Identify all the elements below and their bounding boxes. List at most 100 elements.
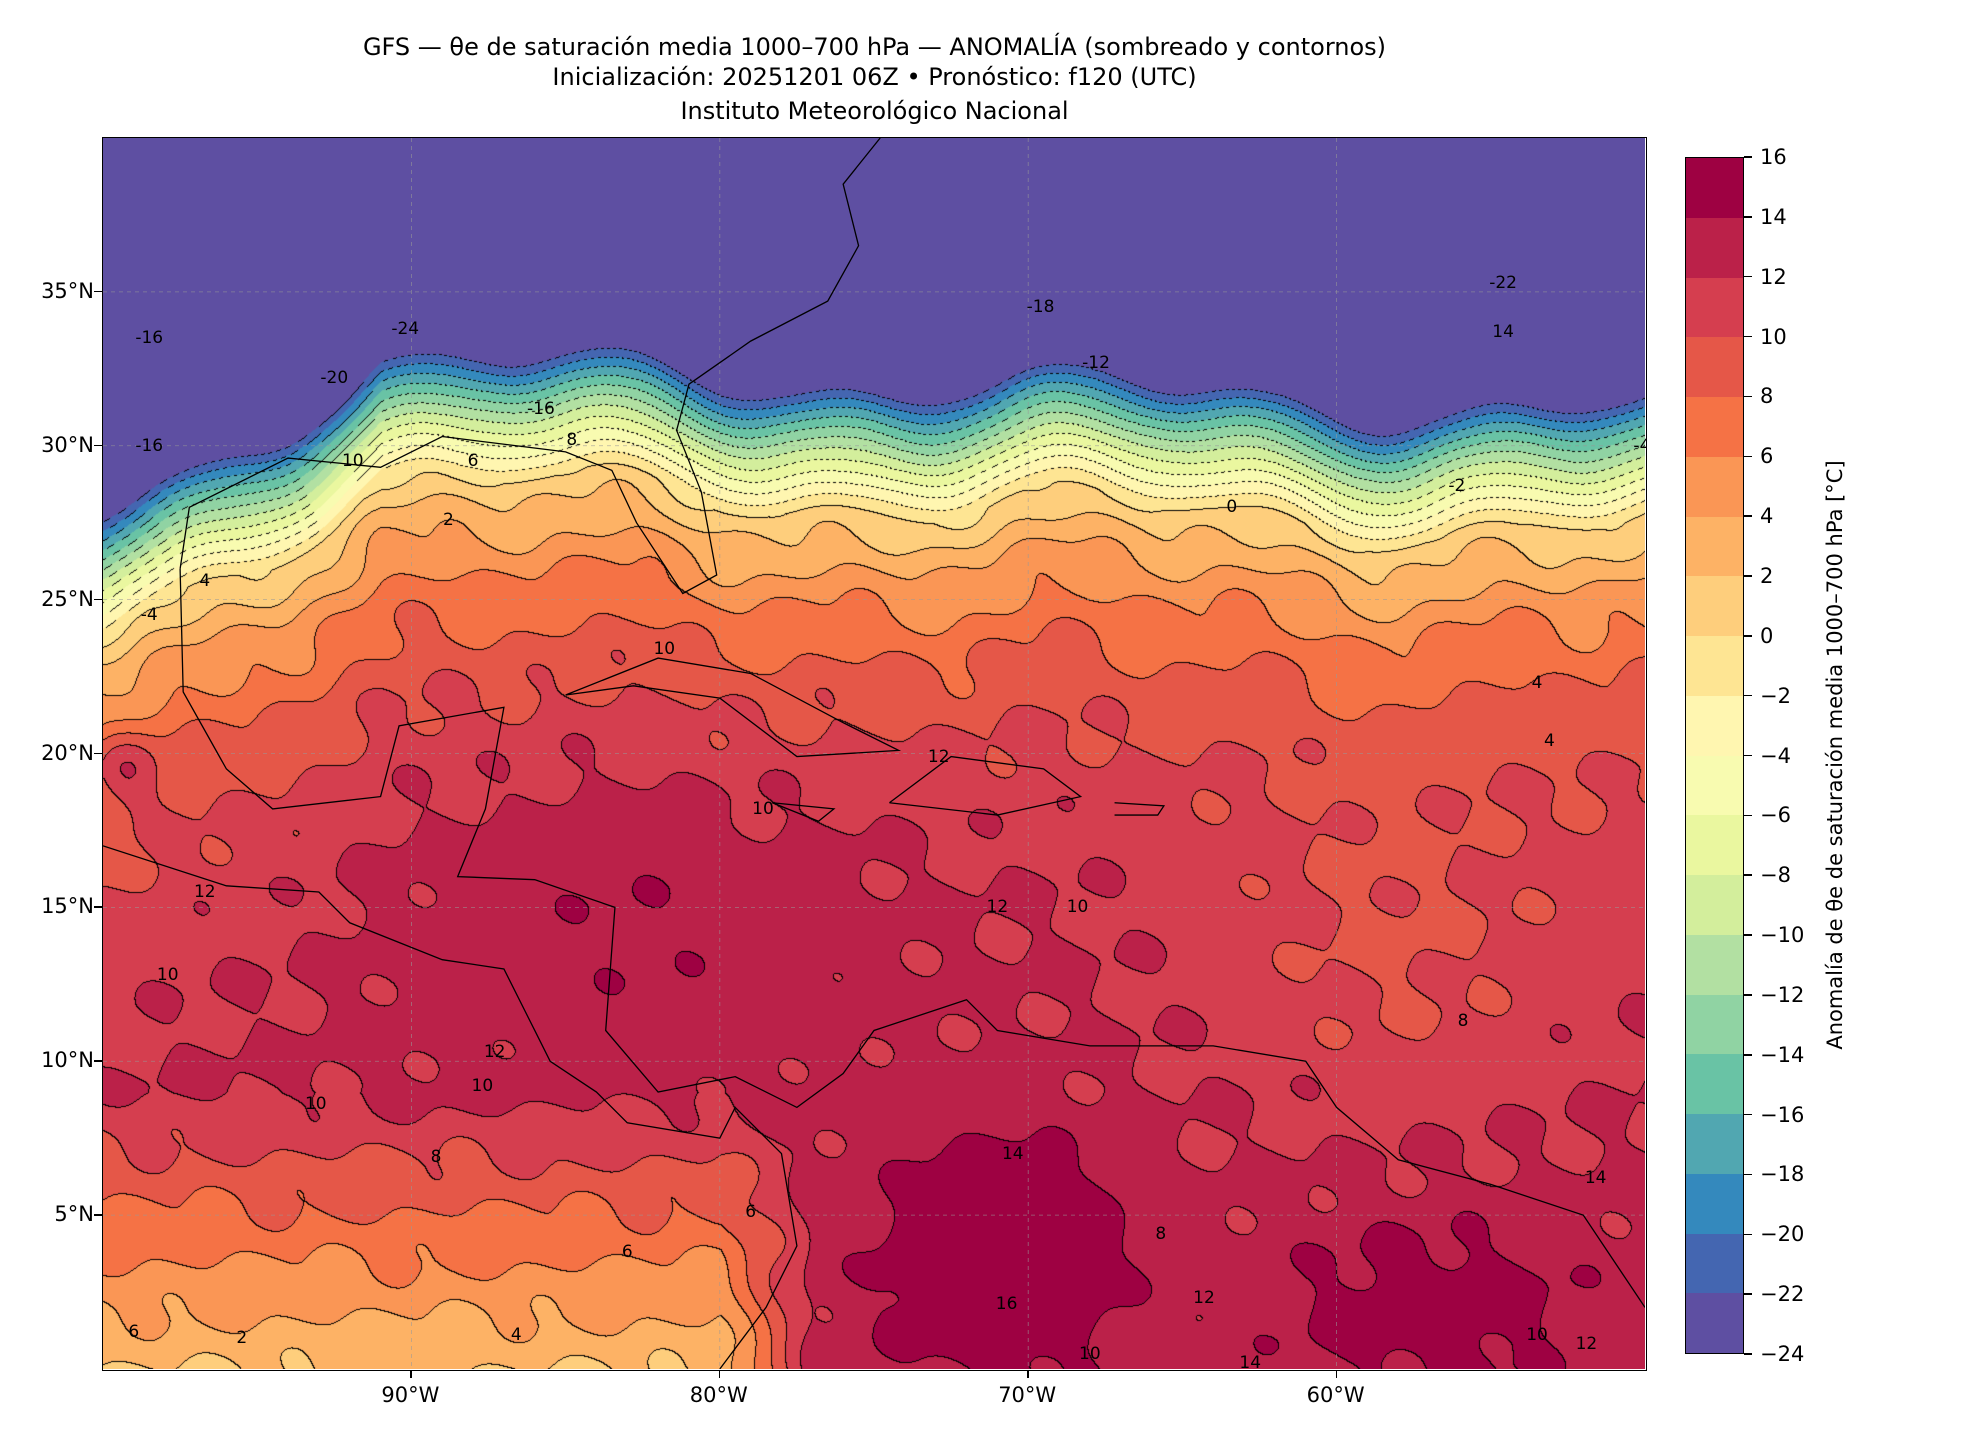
colorbar-tick-label: 6 — [1760, 444, 1774, 469]
contour-label: -18 — [1026, 297, 1055, 318]
lon-tick-label: 70°W — [998, 1383, 1057, 1407]
colorbar-segment — [1686, 1173, 1743, 1234]
lat-tick-label: 10°N — [41, 1048, 94, 1073]
coastline — [889, 755, 1083, 816]
lon-tick-label: 60°W — [1306, 1383, 1365, 1407]
colorbar-segment — [1686, 217, 1743, 278]
colorbar-tick — [1744, 874, 1752, 876]
colorbar-tick-label: −22 — [1760, 1282, 1805, 1307]
colorbar-tick-label: −8 — [1760, 863, 1791, 888]
lon-tick-mark — [1027, 1370, 1029, 1378]
contour-label: 6 — [745, 1202, 757, 1223]
colorbar-segment — [1686, 636, 1743, 696]
colorbar-tick-label: 4 — [1760, 504, 1774, 529]
contour-label: 12 — [193, 881, 216, 902]
colorbar-segment — [1686, 576, 1743, 636]
colorbar-tick — [1744, 156, 1752, 158]
lat-tick-mark — [94, 1060, 102, 1062]
chart-title: GFS — θe de saturación media 1000–700 hP… — [362, 33, 1387, 61]
contour-label: 4 — [1543, 731, 1555, 752]
contour-label: -4 — [140, 605, 158, 625]
colorbar-tick-label: −24 — [1760, 1342, 1805, 1366]
contour-label: 8 — [1457, 1011, 1469, 1032]
colorbar-tick — [1744, 1353, 1752, 1355]
colorbar-segment — [1686, 456, 1743, 517]
contour-label: 12 — [927, 746, 950, 767]
lat-tick-mark — [94, 290, 102, 293]
lat-tick-label: 25°N — [41, 586, 94, 611]
lat-tick-mark — [94, 1214, 102, 1216]
colorbar-tick — [1744, 994, 1752, 996]
colorbar-segment — [1686, 934, 1743, 995]
contour-label: 14 — [1001, 1143, 1024, 1164]
contour-label: 12 — [986, 897, 1009, 918]
coastline — [565, 657, 902, 758]
colorbar-tick — [1744, 515, 1752, 517]
contour-label: 6 — [621, 1242, 633, 1263]
colorbar-tick-label: −2 — [1760, 683, 1791, 708]
contour-label: -16 — [135, 328, 164, 349]
contour-label: 10 — [1079, 1343, 1101, 1364]
contour-label: 12 — [1193, 1288, 1215, 1309]
colorbar-tick — [1744, 1054, 1752, 1056]
lon-tick-label: 90°W — [381, 1383, 440, 1407]
contour-label: 0 — [1226, 497, 1238, 518]
contour-label: 10 — [341, 451, 364, 472]
contour-label: 10 — [471, 1075, 494, 1096]
colorbar-tick — [1744, 754, 1752, 757]
contour-label: 2 — [442, 509, 454, 530]
colorbar-tick-label: 10 — [1760, 324, 1787, 349]
colorbar — [1685, 157, 1744, 1354]
contour-label: 10 — [653, 638, 676, 659]
colorbar-tick — [1744, 1113, 1752, 1116]
colorbar-label: Anomalía de θe de saturación media 1000–… — [1823, 460, 1847, 1050]
colorbar-segment — [1686, 994, 1743, 1055]
lat-tick-mark — [94, 444, 102, 447]
contour-label: 10 — [752, 798, 774, 819]
colorbar-tick-label: −16 — [1760, 1102, 1805, 1127]
contour-label: 8 — [566, 429, 578, 450]
contour-label: 14 — [1584, 1168, 1607, 1189]
colorbar-tick-label: −14 — [1760, 1042, 1805, 1067]
contour-label: -4 — [1633, 435, 1646, 456]
colorbar-segment — [1686, 875, 1743, 935]
colorbar-segment — [1686, 277, 1743, 338]
contour-label: 10 — [304, 1094, 327, 1115]
contour-label: 6 — [128, 1322, 140, 1343]
lat-tick-label: 5°N — [54, 1202, 94, 1227]
colorbar-segment — [1686, 516, 1743, 577]
contour-label: -24 — [391, 318, 420, 339]
colorbar-segment — [1686, 1114, 1743, 1174]
colorbar-tick — [1744, 395, 1752, 398]
contour-label: 10 — [156, 965, 179, 986]
contour-label: 4 — [1531, 672, 1543, 693]
colorbar-tick — [1744, 335, 1752, 338]
colorbar-tick-label: 16 — [1760, 145, 1787, 169]
lon-tick-mark — [718, 1370, 721, 1378]
coastline — [179, 138, 881, 595]
contour-label: 16 — [995, 1294, 1018, 1315]
lon-tick-label: 80°W — [689, 1383, 748, 1407]
colorbar-tick — [1744, 1293, 1752, 1295]
coastline — [1114, 802, 1166, 816]
colorbar-tick — [1744, 455, 1752, 457]
coastline — [103, 845, 798, 1369]
colorbar-tick-label: 14 — [1760, 204, 1787, 229]
contour-label: 8 — [430, 1146, 442, 1167]
colorbar-tick — [1744, 635, 1752, 637]
colorbar-tick-label: 0 — [1760, 623, 1774, 648]
contour-label: -16 — [135, 435, 164, 456]
lat-tick-label: 15°N — [41, 894, 94, 919]
colorbar-tick-label: −20 — [1760, 1222, 1805, 1247]
contour-label: 6 — [467, 451, 479, 472]
contour-label: -22 — [1489, 272, 1518, 293]
chart-subtitle-institute: Instituto Meteorológico Nacional — [680, 97, 1069, 125]
contour-label: 10 — [1066, 897, 1089, 918]
colorbar-segment — [1686, 397, 1743, 457]
colorbar-segment — [1686, 815, 1743, 875]
colorbar-segment — [1686, 1233, 1743, 1294]
colorbar-segment — [1686, 1293, 1743, 1353]
colorbar-segment — [1686, 755, 1743, 816]
colorbar-tick — [1744, 814, 1752, 817]
lat-tick-mark — [94, 906, 102, 908]
